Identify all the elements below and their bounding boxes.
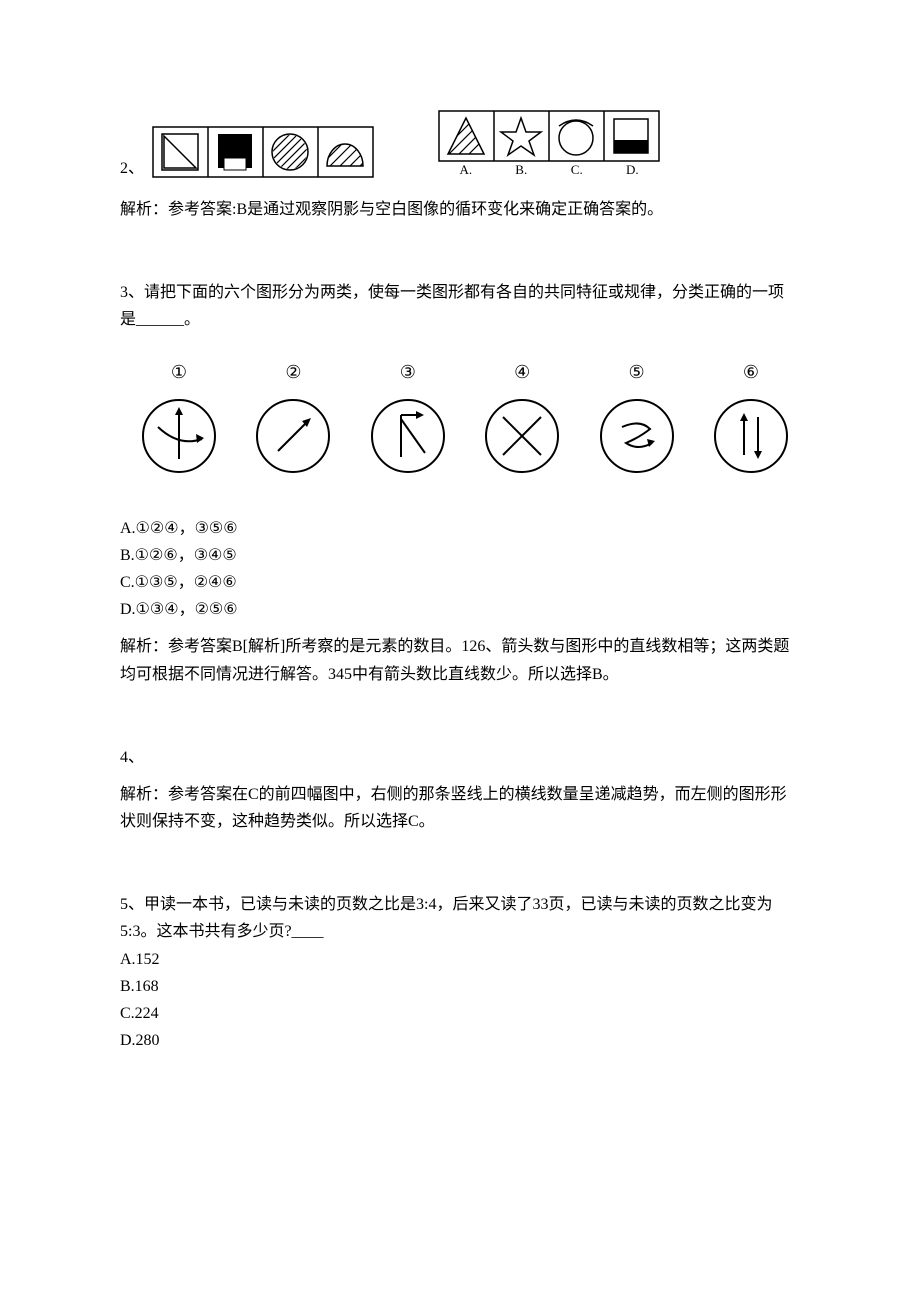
q3-fig-3: ③ [369,362,447,475]
q2-optlabel-d: D. [605,162,661,178]
q3-opt-d: D.①③④，②⑤⑥ [120,596,800,623]
q3-opt-b: B.①②⑥，③④⑤ [120,542,800,569]
q3-circnum-4: ④ [514,362,530,383]
q3-circle-5 [598,397,676,475]
q3-stem-wrap: 3、请把下面的六个图形分为两类，使每一类图形都有各自的共同特征或规律，分类正确的… [120,279,800,333]
q5-opt-a: A.152 [120,946,800,973]
q2-options-wrap: A. B. C. D. [438,110,660,178]
q3-circnum-1: ① [171,362,187,383]
q3-circle-1 [140,397,218,475]
q5-number: 5、 [120,896,144,913]
q3-figures-row: ① ② ③ [120,362,800,475]
q3-circnum-5: ⑤ [628,362,644,383]
q5-stem-wrap: 5、甲读一本书，已读与未读的页数之比是3:4，后来又读了33页，已读与未读的页数… [120,891,800,945]
q3-circnum-6: ⑥ [743,362,759,383]
q5-stem: 甲读一本书，已读与未读的页数之比是3:4，后来又读了33页，已读与未读的页数之比… [120,896,772,940]
q3-fig-5: ⑤ [598,362,676,475]
q3-number: 3、 [120,284,144,301]
document-page: 2、 [0,0,920,1114]
q5-options: A.152 B.168 C.224 D.280 [120,946,800,1055]
q5-opt-c: C.224 [120,1000,800,1027]
q4-number: 4、 [120,744,800,771]
q3-circle-2 [254,397,332,475]
q3-circle-6 [712,397,790,475]
q2-row: 2、 [120,110,800,178]
q5-opt-b: B.168 [120,973,800,1000]
q2-optlabel-b: B. [494,162,550,178]
q2-option-boxes [438,110,660,162]
q2-sequence-boxes [152,126,374,178]
q2-optlabel-c: C. [549,162,605,178]
q2-optlabel-a: A. [438,162,494,178]
q3-options: A.①②④，③⑤⑥ B.①②⑥，③④⑤ C.①③⑤，②④⑥ D.①③④，②⑤⑥ [120,515,800,624]
q3-circle-4 [483,397,561,475]
q3-stem: 请把下面的六个图形分为两类，使每一类图形都有各自的共同特征或规律，分类正确的一项… [120,284,784,328]
q2-analysis: 解析：参考答案:B是通过观察阴影与空白图像的循环变化来确定正确答案的。 [120,196,800,223]
q3-fig-1: ① [140,362,218,475]
q3-analysis: 解析：参考答案B[解析]所考察的是元素的数目。126、箭头数与图形中的直线数相等… [120,633,800,687]
q3-circle-3 [369,397,447,475]
q3-opt-a: A.①②④，③⑤⑥ [120,515,800,542]
q2-option-labels: A. B. C. D. [438,162,660,178]
q3-opt-c: C.①③⑤，②④⑥ [120,569,800,596]
q5-opt-d: D.280 [120,1027,800,1054]
q2-number: 2、 [120,154,144,178]
q3-fig-4: ④ [483,362,561,475]
q3-fig-6: ⑥ [712,362,790,475]
q3-fig-2: ② [254,362,332,475]
q3-circnum-2: ② [285,362,301,383]
q3-circnum-3: ③ [400,362,416,383]
q4-analysis: 解析：参考答案在C的前四幅图中，右侧的那条竖线上的横线数量呈递减趋势，而左侧的图… [120,781,800,835]
